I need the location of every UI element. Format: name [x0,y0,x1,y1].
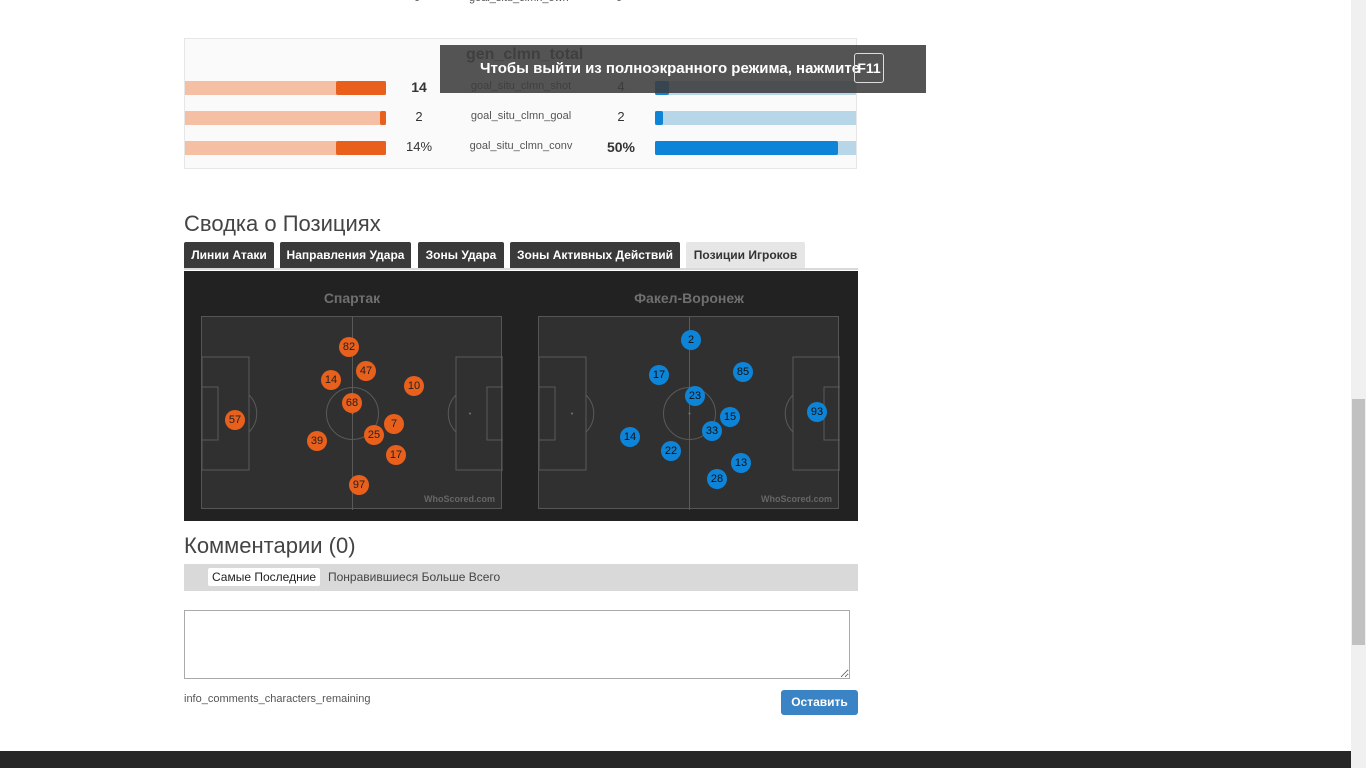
player-marker[interactable]: 82 [339,337,359,357]
player-marker[interactable]: 68 [342,393,362,413]
page-footer [0,751,1351,768]
home-bar [185,81,386,95]
away-value: 50% [606,139,636,155]
away-value: 2 [617,109,625,124]
tab-divider [184,268,858,270]
whoscored-logo: WhoScored.com [760,494,832,504]
pitch-markings [539,317,840,510]
player-marker[interactable]: 15 [720,407,740,427]
sort-latest-button[interactable]: Самые Последние [208,568,321,586]
comment-textarea[interactable] [184,610,850,679]
stats-partial-row: 0 goal_situ_clmn_own 0 [184,0,858,10]
stat-right-value: 0 [616,0,622,4]
player-marker[interactable]: 57 [225,410,245,430]
away-pitch: 2 17 85 23 15 93 14 33 22 13 28 WhoScore… [538,316,840,510]
fullscreen-toast: Чтобы выйти из полноэкранного режима, на… [440,45,926,93]
tab-attack-lines[interactable]: Линии Атаки [184,242,274,269]
stat-name: goal_situ_clmn_goal [470,110,572,122]
player-marker[interactable]: 23 [685,386,705,406]
toast-message: Чтобы выйти из полноэкранного режима, на… [480,60,861,77]
home-value: 2 [415,109,423,124]
stat-left-value: 0 [414,0,420,4]
player-marker[interactable]: 14 [620,427,640,447]
away-bar [655,141,856,155]
player-marker[interactable]: 13 [731,453,751,473]
player-marker[interactable]: 28 [707,469,727,489]
tab-action-zones[interactable]: Зоны Активных Действий [510,242,680,269]
player-marker[interactable]: 22 [661,441,681,461]
home-value: 14 [411,79,427,95]
player-marker[interactable]: 7 [384,414,404,434]
player-marker[interactable]: 39 [307,431,327,451]
home-value: 14% [405,139,433,154]
player-marker[interactable]: 17 [386,445,406,465]
stat-name: goal_situ_clmn_own [469,0,569,4]
whoscored-logo: WhoScored.com [423,494,495,504]
scrollbar-track[interactable] [1351,0,1366,768]
stat-name: goal_situ_clmn_conv [469,140,573,152]
stat-row: 14% goal_situ_clmn_conv 50% [184,138,858,158]
submit-comment-button[interactable]: Оставить [781,690,858,715]
tab-player-positions[interactable]: Позиции Игроков [686,242,805,269]
characters-remaining: info_comments_characters_remaining [184,693,371,705]
player-marker[interactable]: 2 [681,330,701,350]
away-bar [655,111,856,125]
home-team-name: Спартак [323,290,381,306]
comments-title: Комментарии (0) [184,533,356,558]
player-marker[interactable]: 10 [404,376,424,396]
away-team-name: Факел-Воронеж [634,290,744,306]
home-bar [185,141,386,155]
player-marker[interactable]: 17 [649,365,669,385]
player-marker[interactable]: 25 [364,425,384,445]
sort-most-liked-button[interactable]: Понравившиеся Больше Всего [328,570,501,584]
positions-title: Сводка о Позициях [184,211,381,236]
scrollbar-thumb[interactable] [1352,399,1365,645]
player-marker[interactable]: 97 [349,475,369,495]
player-marker[interactable]: 93 [807,402,827,422]
key-hint: F11 [854,53,884,83]
comments-sort-bar: Самые Последние Понравившиеся Больше Все… [184,564,858,591]
player-marker[interactable]: 14 [321,370,341,390]
home-pitch: 82 47 14 10 68 57 7 39 25 17 97 WhoScore… [201,316,503,510]
player-marker[interactable]: 33 [702,421,722,441]
tab-shot-directions[interactable]: Направления Удара [280,242,411,269]
home-bar [185,111,386,125]
player-marker[interactable]: 85 [733,362,753,382]
player-positions-panel: Спартак Факел-Воронеж 82 47 14 10 68 57 … [184,271,858,521]
tab-shot-zones[interactable]: Зоны Удара [418,242,504,269]
player-marker[interactable]: 47 [356,361,376,381]
stat-row: 2 goal_situ_clmn_goal 2 [184,108,858,128]
pitch-markings [202,317,503,510]
